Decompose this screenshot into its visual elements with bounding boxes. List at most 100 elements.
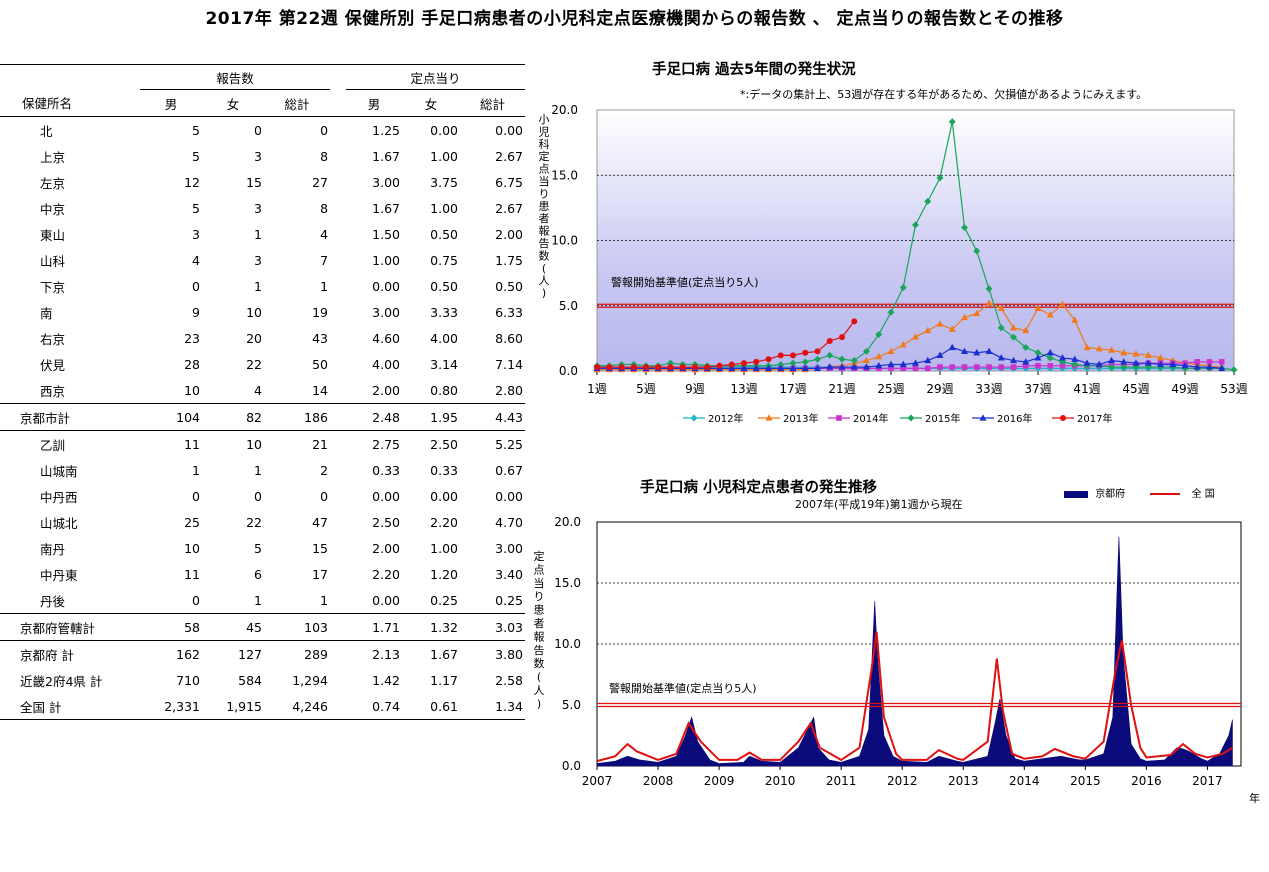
cell-male: 28: [184, 356, 200, 372]
legend-national-swatch: [1150, 493, 1181, 495]
chart1-point: [1059, 362, 1066, 369]
chart1-point: [690, 414, 698, 422]
chart1-point: [605, 365, 613, 373]
cell-male: 162: [176, 646, 200, 662]
chart1-point: [728, 363, 736, 371]
chart1-point: [1095, 364, 1103, 372]
chart1-point: [667, 364, 674, 371]
chart1-point: [838, 364, 846, 372]
chart1-point: [1095, 362, 1103, 370]
row-name: 中丹西: [40, 489, 78, 505]
chart2-ytick-label: 5.0: [562, 698, 581, 712]
chart1-point: [630, 360, 638, 368]
chart1-point: [692, 365, 698, 372]
table-header-row: 保健所名 男 女 総計 男 女 総計: [0, 89, 526, 117]
chart1-point: [936, 320, 944, 327]
cell-male: 4: [192, 252, 200, 268]
chart2-ytick-label: 15.0: [554, 576, 581, 590]
chart1-point: [826, 363, 834, 370]
cell-per-total: 4.70: [495, 514, 524, 530]
header-reports-group: 報告数: [140, 64, 331, 90]
chart1-point: [875, 361, 883, 369]
cell-male: 3: [192, 226, 200, 242]
chart1-point: [1046, 364, 1054, 372]
chart1-point: [899, 364, 907, 372]
chart2-ytick-label: 0.0: [562, 759, 581, 773]
chart1-point: [912, 221, 919, 229]
chart1-point: [716, 364, 723, 371]
cell-total: 8: [320, 200, 329, 216]
chart1-point: [679, 364, 687, 371]
chart1-point: [851, 318, 858, 325]
chart1-xtick-label: 21週: [828, 382, 855, 396]
chart1-point: [728, 362, 736, 370]
cell-total: 1: [264, 587, 331, 614]
chart1-point: [1108, 346, 1115, 353]
chart2-xtick-label: 2013: [948, 774, 979, 788]
chart1-point: [1059, 300, 1066, 308]
chart1-point: [850, 363, 858, 370]
report-table-body: 北 5 0 0 1.25 0.00 0.00 上京 5 3 8 1.67 1.00 2.67 左京 12 15 2…: [0, 117, 526, 720]
table-row: 中丹西 0 0 0 0.00 0.00 0.00: [0, 483, 525, 509]
header-per-female: 女: [402, 89, 461, 117]
chart1-point: [863, 356, 870, 364]
chart1-point: [790, 365, 796, 372]
chart1-point: [1071, 355, 1079, 362]
chart1-point: [1144, 359, 1152, 366]
chart1-point: [1059, 354, 1066, 361]
chart1-point: [740, 364, 748, 371]
cell-total: 8: [320, 148, 329, 164]
cell-female: 5: [254, 540, 262, 556]
chart1-point: [716, 363, 723, 371]
cell-female: 0: [254, 122, 262, 138]
chart1-point: [899, 360, 907, 368]
cell-female: 20: [246, 330, 262, 346]
chart1-point: [1108, 361, 1115, 368]
table-row: 南 9 10 19 3.00 3.33 6.33: [0, 299, 525, 325]
chart1-point: [997, 364, 1005, 372]
cell-male: 104: [140, 403, 202, 431]
chart1-point: [728, 361, 735, 368]
chart1-legend-label: 2017年: [1077, 412, 1112, 425]
chart1-point: [642, 363, 650, 371]
chart1-point: [630, 364, 638, 371]
cell-female: 0: [254, 488, 262, 504]
chart1-point: [679, 365, 687, 373]
chart1-point: [704, 364, 711, 371]
chart2-ylabel-char: 報: [534, 630, 545, 643]
chart1-point: [1132, 350, 1140, 357]
table-row: 伏見 28 22 50 4.00 3.14 7.14: [0, 351, 525, 377]
chart1-point: [1157, 363, 1164, 371]
chart1-point: [1193, 364, 1201, 372]
chart1-point: [887, 347, 895, 355]
chart1-point: [1120, 361, 1127, 368]
cell-per-total: 2.67: [495, 148, 524, 164]
chart1-point: [643, 364, 649, 371]
table-row: 全国 計 2,331 1,915 4,246 0.74 0.61 1.34: [0, 693, 526, 720]
cell-per-male: 4.00: [372, 356, 401, 372]
chart2-xtick-label: 2017: [1192, 774, 1223, 788]
chart1-point: [888, 365, 894, 372]
chart2-ylabel-char: 数: [534, 657, 545, 670]
cell-male: 12: [184, 174, 200, 190]
chart2-xtick-label: 2015: [1070, 774, 1101, 788]
chart1-point: [1108, 364, 1115, 372]
chart1-point: [667, 363, 674, 371]
chart1-point: [642, 362, 650, 370]
cell-per-total: 2.80: [460, 377, 526, 404]
cell-per-total: 0.25: [460, 587, 526, 614]
chart1-note: *:データの集計上、53週が存在する年があるため、欠損値があるようにみえます。: [740, 88, 1148, 101]
cell-total: 47: [312, 514, 329, 530]
chart1-point: [716, 362, 723, 369]
chart1-point: [753, 358, 760, 365]
chart1-point: [1169, 356, 1177, 364]
table-row: 南丹 10 5 15 2.00 1.00 3.00: [0, 535, 525, 561]
cell-per-total: 2.67: [495, 200, 524, 216]
chart1-point: [836, 415, 842, 421]
cell-per-female: 0.75: [430, 252, 459, 268]
chart1-point: [654, 362, 662, 370]
chart1-ytick-label: 5.0: [559, 299, 578, 313]
chart1-point: [1083, 362, 1091, 370]
chart1-point: [593, 363, 601, 371]
chart1-point: [850, 357, 858, 365]
